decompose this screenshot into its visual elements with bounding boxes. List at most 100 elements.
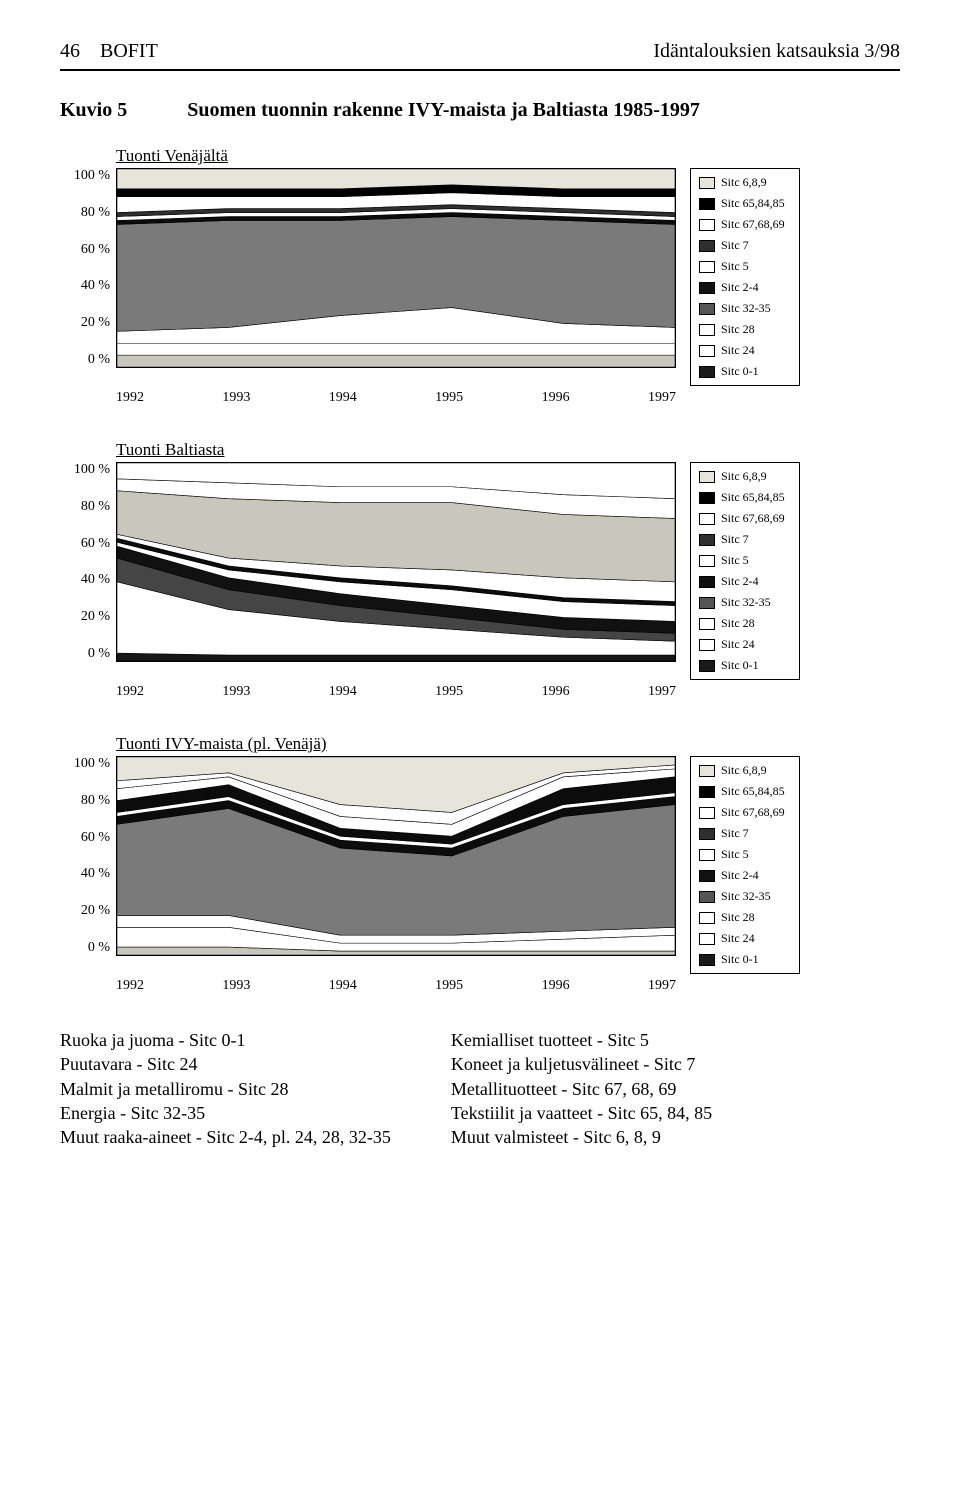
legend-label: Sitc 65,84,85 <box>721 196 785 211</box>
legend-swatch <box>699 492 715 504</box>
y-tick: 20 % <box>60 609 110 625</box>
legend-item: Sitc 24 <box>699 931 791 946</box>
legend-item: Sitc 32-35 <box>699 595 791 610</box>
legend-swatch <box>699 576 715 588</box>
key-line: Metallituotteet - Sitc 67, 68, 69 <box>451 1077 712 1101</box>
y-axis: 100 %80 %60 %40 %20 %0 % <box>60 756 116 956</box>
legend-item: Sitc 6,8,9 <box>699 175 791 190</box>
legend-label: Sitc 6,8,9 <box>721 763 767 778</box>
figure-title: Suomen tuonnin rakenne IVY-maista ja Bal… <box>187 99 700 122</box>
y-tick: 40 % <box>60 572 110 588</box>
page-header: 46 BOFIT Idäntalouksien katsauksia 3/98 <box>60 40 900 63</box>
legend: Sitc 6,8,9 Sitc 65,84,85 Sitc 67,68,69 Sitc… <box>690 462 800 680</box>
legend-swatch <box>699 261 715 273</box>
legend-swatch <box>699 954 715 966</box>
header-rule <box>60 69 900 71</box>
legend-swatch <box>699 366 715 378</box>
legend-label: Sitc 28 <box>721 322 755 337</box>
legend-item: Sitc 28 <box>699 910 791 925</box>
x-tick: 1992 <box>116 684 144 700</box>
x-axis: 199219931994199519961997 <box>116 386 676 406</box>
page-number: 46 <box>60 40 80 62</box>
x-tick: 1995 <box>435 390 463 406</box>
legend-swatch <box>699 639 715 651</box>
legend: Sitc 6,8,9 Sitc 65,84,85 Sitc 67,68,69 Sitc… <box>690 756 800 974</box>
legend-item: Sitc 0-1 <box>699 952 791 967</box>
legend-item: Sitc 65,84,85 <box>699 196 791 211</box>
key-left: Ruoka ja juoma - Sitc 0-1Puutavara - Sit… <box>60 1028 391 1149</box>
x-axis: 199219931994199519961997 <box>116 974 676 994</box>
key-line: Muut raaka-aineet - Sitc 2-4, pl. 24, 28… <box>60 1125 391 1149</box>
legend-label: Sitc 2-4 <box>721 280 759 295</box>
legend-item: Sitc 2-4 <box>699 280 791 295</box>
legend-swatch <box>699 513 715 525</box>
legend-label: Sitc 67,68,69 <box>721 217 785 232</box>
legend-swatch <box>699 597 715 609</box>
legend-label: Sitc 5 <box>721 553 749 568</box>
y-tick: 40 % <box>60 866 110 882</box>
x-tick: 1997 <box>648 978 676 994</box>
legend-label: Sitc 65,84,85 <box>721 784 785 799</box>
legend-label: Sitc 7 <box>721 532 749 547</box>
legend-label: Sitc 24 <box>721 343 755 358</box>
legend-swatch <box>699 828 715 840</box>
legend-swatch <box>699 807 715 819</box>
legend-swatch <box>699 219 715 231</box>
journal-right: Idäntalouksien katsauksia 3/98 <box>653 40 900 63</box>
plot-area <box>116 756 676 956</box>
legend-item: Sitc 5 <box>699 259 791 274</box>
y-tick: 60 % <box>60 830 110 846</box>
key-line: Energia - Sitc 32-35 <box>60 1101 391 1125</box>
figure-number: Kuvio 5 <box>60 99 127 122</box>
x-tick: 1992 <box>116 978 144 994</box>
legend-label: Sitc 5 <box>721 847 749 862</box>
journal-left: BOFIT <box>100 40 158 62</box>
legend-swatch <box>699 849 715 861</box>
legend-item: Sitc 24 <box>699 637 791 652</box>
legend-item: Sitc 67,68,69 <box>699 511 791 526</box>
chart-venajalta: Tuonti Venäjältä 100 %80 %60 %40 %20 %0 … <box>60 146 900 406</box>
legend-label: Sitc 6,8,9 <box>721 469 767 484</box>
legend-item: Sitc 7 <box>699 238 791 253</box>
legend-item: Sitc 7 <box>699 826 791 841</box>
key-line: Kemialliset tuotteet - Sitc 5 <box>451 1028 712 1052</box>
key-right: Kemialliset tuotteet - Sitc 5Koneet ja k… <box>451 1028 712 1149</box>
legend-label: Sitc 2-4 <box>721 574 759 589</box>
chart-title: Tuonti IVY-maista (pl. Venäjä) <box>116 734 900 754</box>
legend-item: Sitc 32-35 <box>699 301 791 316</box>
y-tick: 0 % <box>60 646 110 662</box>
key-line: Malmit ja metalliromu - Sitc 28 <box>60 1077 391 1101</box>
y-tick: 80 % <box>60 793 110 809</box>
y-axis: 100 %80 %60 %40 %20 %0 % <box>60 462 116 662</box>
legend-item: Sitc 0-1 <box>699 364 791 379</box>
legend-item: Sitc 65,84,85 <box>699 490 791 505</box>
legend-swatch <box>699 786 715 798</box>
plot-area <box>116 462 676 662</box>
legend-label: Sitc 67,68,69 <box>721 511 785 526</box>
y-tick: 60 % <box>60 242 110 258</box>
legend-label: Sitc 67,68,69 <box>721 805 785 820</box>
key-line: Ruoka ja juoma - Sitc 0-1 <box>60 1028 391 1052</box>
x-tick: 1996 <box>542 390 570 406</box>
legend-item: Sitc 6,8,9 <box>699 469 791 484</box>
legend-swatch <box>699 660 715 672</box>
legend-swatch <box>699 471 715 483</box>
key-line: Koneet ja kuljetusvälineet - Sitc 7 <box>451 1052 712 1076</box>
legend-item: Sitc 2-4 <box>699 574 791 589</box>
x-tick: 1994 <box>329 978 357 994</box>
y-tick: 20 % <box>60 903 110 919</box>
legend-item: Sitc 7 <box>699 532 791 547</box>
chart-title: Tuonti Venäjältä <box>116 146 900 166</box>
legend-item: Sitc 67,68,69 <box>699 805 791 820</box>
legend-label: Sitc 0-1 <box>721 364 759 379</box>
chart-title: Tuonti Baltiasta <box>116 440 900 460</box>
legend-label: Sitc 24 <box>721 931 755 946</box>
legend-swatch <box>699 618 715 630</box>
legend-swatch <box>699 555 715 567</box>
y-tick: 100 % <box>60 168 110 184</box>
key-line: Tekstiilit ja vaatteet - Sitc 65, 84, 85 <box>451 1101 712 1125</box>
legend-label: Sitc 5 <box>721 259 749 274</box>
key-line: Puutavara - Sitc 24 <box>60 1052 391 1076</box>
legend-item: Sitc 2-4 <box>699 868 791 883</box>
y-tick: 40 % <box>60 278 110 294</box>
